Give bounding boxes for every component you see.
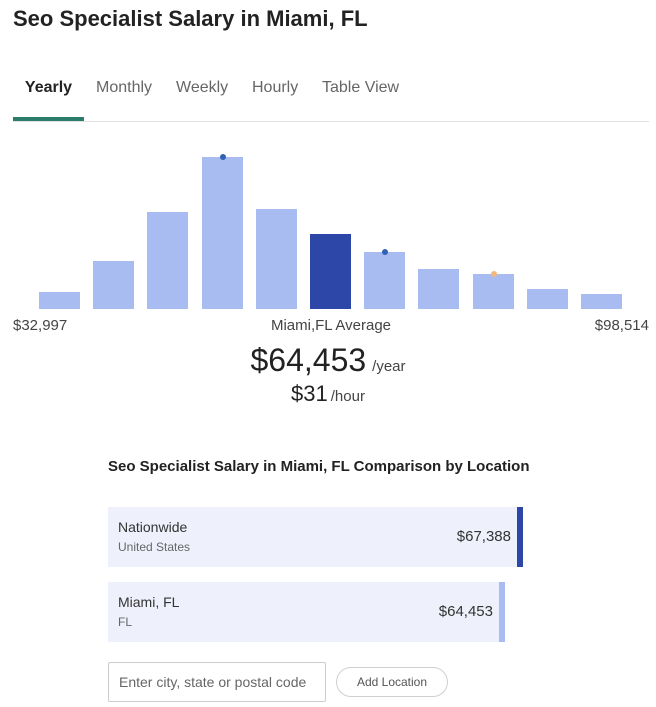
salary-range-labels: $32,997 Miami,FL Average $98,514	[13, 317, 649, 337]
histogram-bar[interactable]	[418, 269, 459, 309]
histogram-marker-dot	[219, 154, 226, 160]
tab-hourly[interactable]: Hourly	[252, 79, 299, 96]
histogram-bar[interactable]	[256, 209, 297, 309]
average-hourly-amount: $31	[291, 381, 328, 406]
histogram-bar[interactable]	[147, 212, 188, 309]
histogram-bar[interactable]	[581, 294, 622, 309]
comparison-title: Seo Specialist Salary in Miami, FL Compa…	[108, 458, 530, 475]
histogram-bar[interactable]	[202, 157, 243, 309]
average-hourly: $31/hour	[0, 381, 656, 407]
location-subtitle: FL	[118, 615, 133, 629]
location-salary: $67,388	[456, 528, 511, 545]
location-card-nationwide: Nationwide United States $67,388	[108, 507, 523, 567]
add-location-button[interactable]: Add Location	[336, 667, 448, 697]
salary-histogram	[0, 130, 656, 312]
range-max-label: $98,514	[594, 317, 649, 334]
tab-monthly[interactable]: Monthly	[96, 79, 153, 96]
location-bar-edge	[499, 582, 505, 642]
histogram-bar[interactable]	[473, 274, 514, 309]
page-title: Seo Specialist Salary in Miami, FL	[13, 6, 368, 31]
histogram-bar[interactable]	[93, 261, 134, 309]
location-name: Nationwide	[118, 519, 188, 535]
location-subtitle: United States	[118, 540, 191, 554]
average-yearly-unit: /year	[372, 358, 406, 375]
histogram-marker-dot	[381, 249, 388, 255]
tab-weekly[interactable]: Weekly	[176, 79, 229, 96]
histogram-bar[interactable]	[310, 234, 351, 309]
average-yearly-amount: $64,453	[250, 342, 367, 378]
location-card-miami: Miami, FL FL $64,453	[108, 582, 505, 642]
average-yearly: $64,453/year	[0, 342, 656, 379]
histogram-bar[interactable]	[527, 289, 568, 309]
histogram-bar[interactable]	[39, 292, 80, 309]
histogram-marker-dot	[490, 271, 497, 277]
location-bar-edge	[517, 507, 523, 567]
histogram-bar[interactable]	[364, 252, 405, 309]
range-min-label: $32,997	[13, 317, 68, 334]
average-hourly-unit: /hour	[330, 388, 365, 405]
location-search-input[interactable]	[108, 662, 326, 702]
range-average-label: Miami,FL Average	[270, 317, 392, 334]
tab-yearly[interactable]: Yearly	[13, 66, 84, 121]
tab-table-view[interactable]: Table View	[322, 79, 400, 96]
location-name: Miami, FL	[118, 594, 180, 610]
location-salary: $64,453	[438, 603, 493, 620]
period-tabs: Yearly Monthly Weekly Hourly Table View	[13, 66, 649, 122]
